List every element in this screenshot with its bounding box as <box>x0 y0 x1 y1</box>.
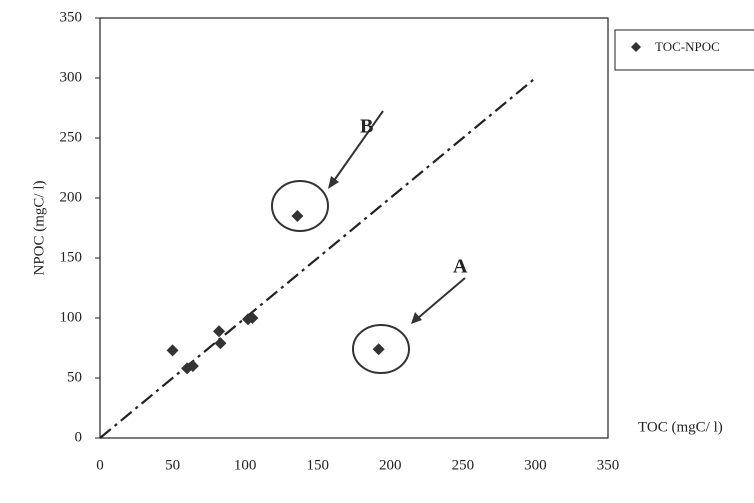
annotation-arrow <box>332 110 384 183</box>
data-point <box>291 210 304 222</box>
y-tick-label: 150 <box>60 249 83 265</box>
data-point <box>166 344 179 357</box>
x-tick-label: 0 <box>96 457 104 473</box>
x-tick-label: 300 <box>524 457 547 473</box>
data-point <box>186 360 199 372</box>
arrow-head <box>328 176 339 189</box>
highlight-circle <box>352 324 410 374</box>
x-tick-label: 150 <box>306 457 329 473</box>
y-tick-label: 0 <box>75 429 83 445</box>
x-tick-label: 350 <box>597 457 620 473</box>
data-point <box>214 337 227 350</box>
x-tick-label: 50 <box>165 457 180 473</box>
plot-frame <box>99 17 609 439</box>
data-point <box>372 343 385 356</box>
annotation: B <box>360 116 373 138</box>
legend-box <box>614 29 754 71</box>
data-point <box>213 325 226 338</box>
y-tick-label: 250 <box>60 129 83 145</box>
x-tick-label: 250 <box>452 457 475 473</box>
legend-marker <box>631 42 641 52</box>
arrow-head <box>411 312 422 324</box>
x-tick-label: 200 <box>379 457 402 473</box>
highlight-circle <box>271 180 329 232</box>
fit-line <box>99 77 537 439</box>
data-point <box>246 312 259 324</box>
y-tick-label: 100 <box>60 309 83 325</box>
y-tick-label: 200 <box>60 189 83 205</box>
annotation-arrow <box>417 277 466 319</box>
y-tick-label: 350 <box>60 9 83 25</box>
annotation: A <box>453 256 468 278</box>
y-tick-label: 50 <box>67 369 82 385</box>
y-axis-title: NPOC (mgC/ l) <box>31 180 47 275</box>
legend-label: TOC-NPOC <box>655 39 720 54</box>
x-axis-title: TOC (mgC/ l) <box>638 419 723 435</box>
x-tick-label: 100 <box>234 457 257 473</box>
y-tick-label: 300 <box>60 69 83 85</box>
